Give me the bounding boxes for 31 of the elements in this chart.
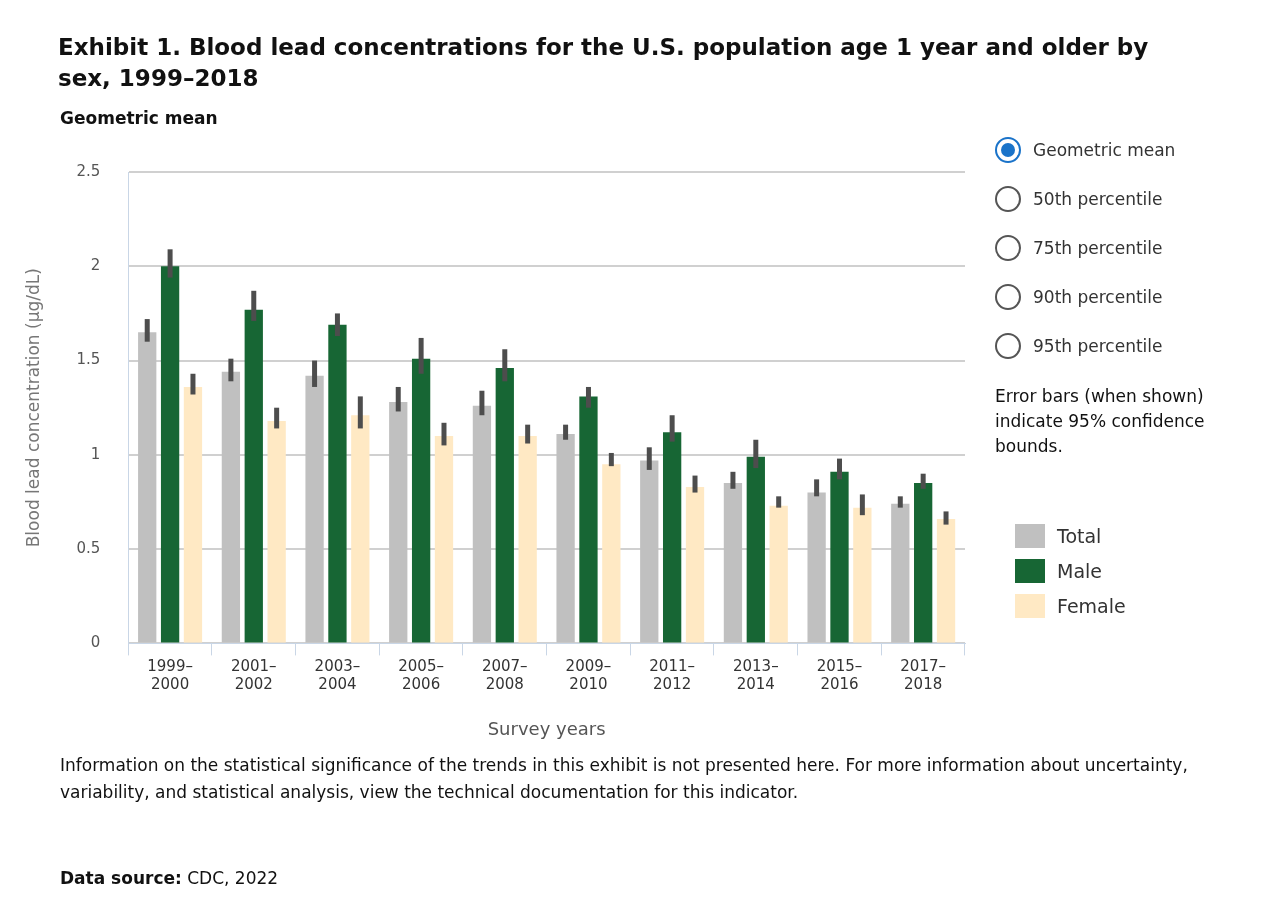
x-tick-label: 2011–2012: [649, 657, 695, 694]
legend-label: Female: [1057, 594, 1126, 617]
legend-label: Male: [1057, 559, 1103, 582]
y-tick-label: 2.5: [76, 161, 101, 180]
y-tick-label: 0: [90, 633, 101, 652]
x-tick-label: 2005–2006: [398, 657, 444, 694]
text: 50th percentile: [1033, 188, 1163, 209]
text: Error bars (when shown) indicate 95% confidence bounds.: [995, 385, 1206, 458]
chart-title: Exhibit 1. Blood lead concentrations for the U.S. population age 1 year and older by sex, 1999–2018: [58, 33, 1150, 93]
x-tick-label: 2009–2010: [565, 657, 612, 694]
text: Geometric mean: [1033, 139, 1176, 160]
x-tick-label: 2001–2002: [230, 657, 277, 694]
text: 95th percentile: [1033, 335, 1163, 356]
text: 90th percentile: [1033, 286, 1163, 307]
y-axis-title: Blood lead concentration (µg/dL): [22, 268, 43, 548]
x-tick-label: 2007–2008: [481, 657, 528, 694]
text: 75th percentile: [1033, 237, 1163, 258]
text: Information on the statistical significance of the trends in this exhibit is not presented here. For more information about uncertainty, variability, and statistical analysis, view the technical documentation for this indicator.: [60, 754, 1189, 804]
x-tick-label: 2013–2014: [732, 657, 779, 694]
y-tick-label: 2: [90, 256, 101, 275]
x-axis-title: Survey years: [487, 717, 606, 739]
legend-label: Total: [1057, 524, 1102, 547]
y-tick-label: 1: [90, 444, 101, 463]
chart-subtitle: Geometric mean: [60, 108, 218, 128]
source-note: Data source: CDC, 2022: [60, 868, 279, 888]
x-tick-label: 2017–2018: [900, 657, 947, 694]
x-tick-label: 2015–2016: [816, 657, 863, 694]
y-tick-label: 0.5: [76, 539, 101, 558]
x-tick-label: 2003–2004: [314, 657, 361, 694]
y-tick-label: 1.5: [76, 350, 101, 369]
x-tick-label: 1999–2000: [147, 657, 193, 694]
